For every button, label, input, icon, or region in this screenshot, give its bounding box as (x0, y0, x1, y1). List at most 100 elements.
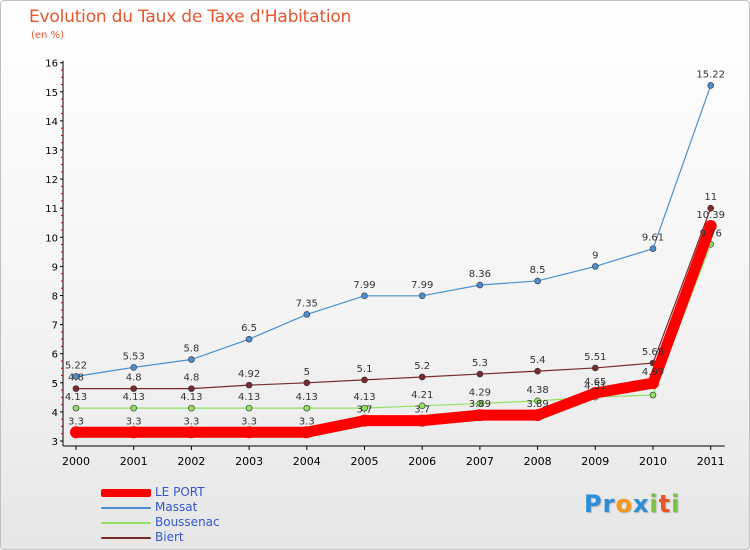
data-label: 4.8 (126, 373, 142, 384)
legend-label: Biert (155, 530, 184, 544)
data-label: 3.3 (68, 416, 84, 427)
data-point (476, 281, 484, 289)
proxiti-logo: Proxiti (584, 490, 680, 518)
data-label: 5.1 (357, 364, 373, 375)
legend-swatch (101, 506, 151, 509)
y-tick-label: 10 (45, 233, 58, 244)
data-point (188, 385, 195, 392)
data-point (70, 426, 82, 439)
x-tick-label: 2000 (62, 455, 90, 468)
logo-letter: P (584, 490, 603, 518)
legend-item-biert: Biert (101, 530, 220, 545)
data-label: 11 (704, 192, 717, 203)
data-point (534, 397, 541, 405)
y-tick-label: 15 (45, 88, 58, 99)
x-tick-label: 2004 (293, 455, 321, 468)
x-tick-label: 2011 (697, 455, 725, 468)
data-point (534, 367, 541, 375)
data-label: 3.7 (414, 405, 430, 416)
legend-item-le-port: LE PORT (101, 485, 220, 500)
data-label: 5.3 (472, 358, 488, 369)
data-point (127, 426, 140, 439)
data-point (476, 370, 484, 378)
chart-subtitle: (en %) (31, 30, 64, 41)
data-point (185, 426, 198, 439)
data-label: 4.65 (584, 377, 606, 388)
data-label: 4.92 (238, 369, 260, 380)
data-label: 4.13 (180, 392, 202, 403)
chart-title: Evolution du Taux de Taxe d'Habitation (29, 7, 352, 27)
data-label: 7.99 (353, 280, 375, 291)
data-label: 5.68 (642, 347, 664, 358)
x-tick-label: 2009 (581, 455, 609, 468)
data-label: 3.3 (183, 416, 199, 427)
chart-legend: LE PORT Massat Boussenac Biert (101, 485, 220, 545)
chart-axes: 3 4 5 6 7 8 9 10 11 12 13 14 15 16 2000 2001 2002 2003 200… (45, 59, 725, 468)
x-tick-label: 2010 (639, 455, 667, 468)
x-tick-label: 2005 (351, 455, 379, 468)
data-point (130, 404, 137, 412)
data-label: 9 (592, 250, 598, 261)
data-point (589, 386, 602, 399)
data-point (649, 245, 657, 252)
legend-label: LE PORT (155, 485, 205, 499)
data-point (358, 414, 371, 427)
x-tick-label: 2002 (177, 455, 205, 468)
x-tick-label: 2001 (120, 455, 148, 468)
data-point (707, 82, 715, 89)
data-label: 3.89 (526, 399, 548, 410)
x-tick-label: 2008 (524, 455, 552, 468)
data-label: 9.61 (642, 233, 664, 244)
data-label: 5.53 (123, 351, 145, 362)
y-tick-label: 9 (52, 262, 58, 273)
data-label: 4.13 (296, 392, 318, 403)
data-point (531, 409, 544, 422)
data-label: 5 (304, 367, 310, 378)
y-tick-label: 11 (45, 204, 58, 215)
data-point (72, 385, 80, 392)
data-label: 7.99 (411, 280, 433, 291)
data-point (647, 377, 659, 390)
data-label: 3.3 (241, 416, 257, 427)
data-point (130, 385, 137, 392)
data-label: 4.13 (353, 392, 375, 403)
series-line-biert (75, 207, 712, 390)
y-tick-label: 16 (45, 59, 58, 70)
y-tick-label: 12 (45, 175, 58, 186)
x-tick-label: 2006 (408, 455, 436, 468)
data-label: 4.38 (526, 385, 548, 396)
data-point (418, 402, 426, 410)
data-point (416, 414, 429, 427)
series-line-boussenac (75, 243, 712, 409)
x-tick-label: 2003 (235, 455, 263, 468)
data-label: 8.36 (469, 269, 491, 280)
y-tick-label: 14 (45, 117, 58, 128)
series-line-le-port (70, 220, 717, 438)
logo-letter: x (632, 490, 650, 518)
y-tick-label: 13 (45, 146, 58, 157)
data-point (704, 219, 717, 232)
data-label: 5.22 (65, 360, 87, 371)
data-point (591, 364, 599, 372)
data-point (361, 292, 368, 300)
series-layer (70, 82, 717, 439)
data-label: 4.13 (123, 392, 145, 403)
data-point (476, 400, 484, 407)
data-label: 3.7 (357, 405, 373, 416)
data-label: 5.8 (183, 344, 199, 355)
data-point (72, 373, 80, 380)
data-point (300, 426, 313, 439)
data-point (361, 404, 368, 412)
data-label: 4.13 (65, 392, 87, 403)
data-labels-layer: 3.3 3.3 3.3 3.3 3.3 3.7 3.7 3.89 3.89 4.65 4.99 10.… (65, 69, 725, 427)
data-point (649, 391, 657, 399)
y-tick-label: 8 (52, 292, 58, 303)
data-label: 4.51 (584, 381, 606, 392)
data-label: 8.5 (530, 265, 546, 276)
data-point (188, 404, 195, 412)
data-label: 5.2 (414, 361, 430, 372)
y-tick-label: 5 (52, 379, 58, 390)
data-label: 3.3 (126, 416, 142, 427)
legend-item-massat: Massat (101, 500, 220, 515)
data-point (707, 204, 715, 212)
